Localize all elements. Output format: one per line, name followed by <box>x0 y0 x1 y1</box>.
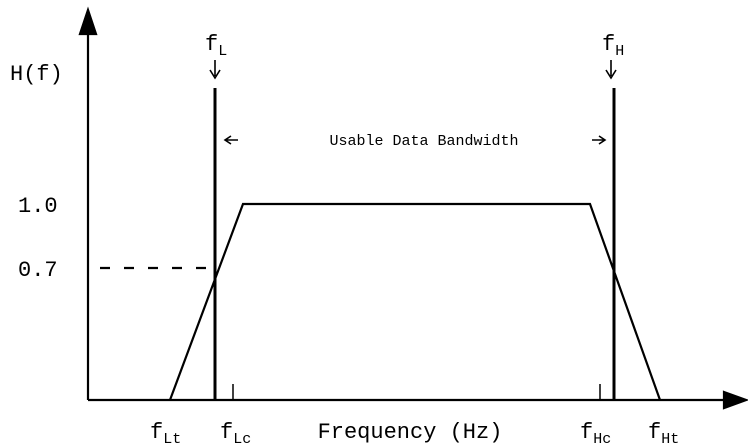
left-arrow <box>223 135 238 145</box>
down-arrow <box>209 60 221 80</box>
band-label: Usable Data Bandwidth <box>329 133 518 150</box>
response-curve <box>168 202 662 401</box>
label-sub: Lc <box>233 431 251 447</box>
label-base: f <box>220 420 233 445</box>
y-tick-label: 0.7 <box>18 258 58 283</box>
y-axis-arrow <box>78 6 98 36</box>
x-tick-label: fLt <box>150 420 181 447</box>
label-sub: H <box>615 43 624 60</box>
label-base: f <box>150 420 163 445</box>
label-base: f <box>648 420 661 445</box>
x-axis-arrow <box>722 390 748 410</box>
label-sub: Lt <box>163 431 181 447</box>
marker-label: fH <box>602 32 624 60</box>
label-sub: Hc <box>593 431 611 447</box>
label-base: f <box>580 420 593 445</box>
label-base: f <box>205 32 218 57</box>
x-axis-label: Frequency (Hz) <box>318 420 503 445</box>
down-arrow <box>605 60 617 80</box>
x-tick-label: fLc <box>220 420 251 447</box>
x-tick-label: fHc <box>580 420 611 447</box>
y-axis-label: H(f) <box>10 62 63 87</box>
right-arrow <box>592 135 607 145</box>
label-base: f <box>602 32 615 57</box>
marker-label: fL <box>205 32 227 60</box>
label-sub: Ht <box>661 431 679 447</box>
y-tick-label: 1.0 <box>18 194 58 219</box>
x-tick-label: fHt <box>648 420 679 447</box>
label-sub: L <box>218 43 227 60</box>
